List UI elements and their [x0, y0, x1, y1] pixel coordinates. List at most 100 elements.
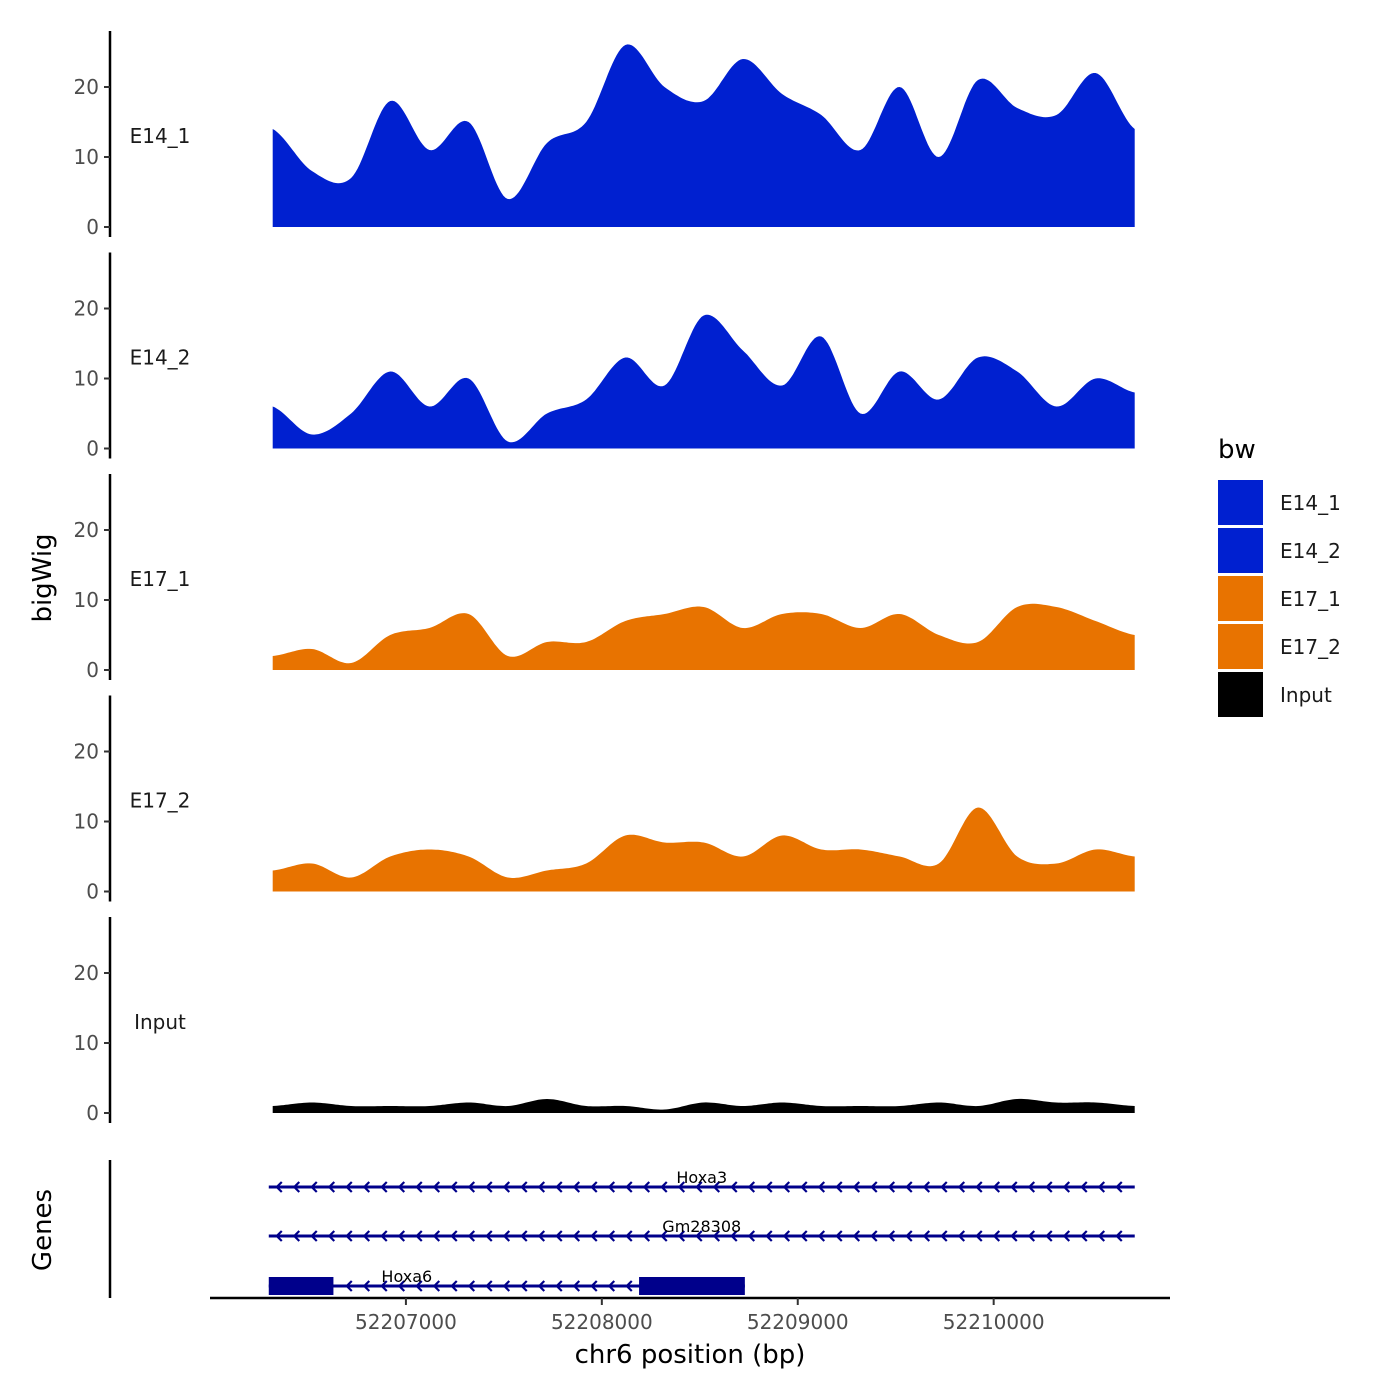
strand-arrow — [730, 1230, 738, 1242]
area-input — [272, 1098, 1135, 1113]
strand-arrow — [485, 1280, 493, 1292]
y-tick-label: 10 — [74, 810, 99, 834]
strand-arrow — [572, 1280, 581, 1292]
track-e14-2: 0 10 20 E14_2 — [74, 252, 1135, 461]
gene-label: Gm28308 — [662, 1217, 741, 1236]
legend-label-e14-2: E14_2 — [1280, 539, 1341, 563]
strand-arrow — [310, 1181, 318, 1193]
strand-arrow — [537, 1230, 546, 1242]
strand-arrow — [957, 1230, 966, 1242]
strand-arrow — [905, 1230, 913, 1242]
strand-arrow — [555, 1280, 563, 1292]
gene-gm28308: Gm28308 — [268, 1217, 1135, 1242]
y-tick-label: 20 — [74, 518, 99, 542]
area-e17-1 — [272, 603, 1135, 670]
strand-arrow — [1062, 1230, 1071, 1242]
strand-arrow — [467, 1181, 476, 1193]
track-label: E14_1 — [130, 124, 191, 148]
legend-title: bw — [1218, 435, 1256, 465]
strand-arrow — [1010, 1230, 1018, 1242]
strand-arrow — [415, 1280, 423, 1292]
legend-swatch-e14-2 — [1218, 528, 1263, 573]
strand-arrow — [695, 1181, 703, 1193]
gene-label: Hoxa3 — [676, 1168, 727, 1187]
strand-arrow — [1115, 1230, 1123, 1242]
exon — [268, 1277, 334, 1295]
strand-arrow — [380, 1181, 388, 1193]
strand-arrow — [292, 1181, 301, 1193]
y-tick-label: 10 — [74, 145, 99, 169]
y-tick-label: 10 — [74, 588, 99, 612]
strand-arrow — [362, 1230, 371, 1242]
strand-arrow — [1027, 1230, 1036, 1242]
strand-arrow — [1080, 1230, 1088, 1242]
strand-arrow — [765, 1181, 773, 1193]
strand-arrow — [992, 1230, 1001, 1242]
strand-arrow — [712, 1230, 721, 1242]
x-tick-label: 52208000 — [551, 1310, 653, 1334]
strand-arrow — [730, 1181, 738, 1193]
area-e17-2 — [272, 807, 1135, 892]
gene-hoxa6: Hoxa6 — [268, 1267, 745, 1295]
strand-arrow — [660, 1230, 668, 1242]
strand-arrow — [590, 1280, 598, 1292]
strand-arrow — [695, 1230, 703, 1242]
y-tick-label: 0 — [86, 658, 99, 682]
strand-arrow — [1027, 1181, 1036, 1193]
strand-arrow — [677, 1230, 686, 1242]
strand-arrow — [537, 1181, 546, 1193]
strand-arrow — [310, 1230, 318, 1242]
strand-arrow — [922, 1230, 931, 1242]
strand-arrow — [922, 1181, 931, 1193]
strand-arrow — [975, 1230, 983, 1242]
strand-arrow — [817, 1181, 826, 1193]
strand-arrow — [555, 1230, 563, 1242]
strand-arrow — [1062, 1181, 1071, 1193]
strand-arrow — [940, 1230, 948, 1242]
strand-arrow — [502, 1280, 511, 1292]
strand-arrow — [590, 1181, 598, 1193]
x-axis: 52207000 52208000 52209000 52210000 — [210, 1296, 1170, 1334]
strand-arrow — [397, 1181, 406, 1193]
strand-arrow — [765, 1230, 773, 1242]
strand-arrow — [327, 1230, 336, 1242]
strand-arrow — [502, 1181, 511, 1193]
strand-arrow — [327, 1181, 336, 1193]
strand-arrow — [800, 1181, 808, 1193]
y-tick-label: 10 — [74, 367, 99, 391]
y-axis-title: bigWig — [28, 533, 58, 622]
strand-arrow — [940, 1181, 948, 1193]
strand-arrow — [782, 1230, 791, 1242]
strand-arrow — [362, 1280, 371, 1292]
track-input: 0 10 20 Input — [74, 917, 1135, 1125]
coverage-tracks: 0 10 20 E14_1 0 10 20 E14_2 0 10 20 E17_1 0 10 20 E17_2… — [74, 31, 1135, 1125]
legend-label-input: Input — [1280, 683, 1332, 707]
strand-arrow — [450, 1181, 458, 1193]
strand-arrow — [625, 1280, 633, 1292]
strand-arrow — [485, 1181, 493, 1193]
y-tick-label: 20 — [74, 740, 99, 764]
strand-arrow — [572, 1230, 581, 1242]
strand-arrow — [520, 1280, 528, 1292]
track-e17-2: 0 10 20 E17_2 — [74, 695, 1135, 904]
strand-arrow — [660, 1181, 668, 1193]
strand-arrow — [380, 1230, 388, 1242]
strand-arrow — [345, 1230, 353, 1242]
strand-arrow — [292, 1230, 301, 1242]
strand-arrow — [800, 1230, 808, 1242]
strand-arrow — [607, 1230, 616, 1242]
y-tick-label: 20 — [74, 961, 99, 985]
strand-arrow — [975, 1181, 983, 1193]
y-tick-label: 0 — [86, 1101, 99, 1125]
strand-arrow — [1010, 1181, 1018, 1193]
track-e17-1: 0 10 20 E17_1 — [74, 474, 1135, 682]
strand-arrow — [432, 1230, 441, 1242]
strand-arrow — [712, 1181, 721, 1193]
legend-label-e17-1: E17_1 — [1280, 587, 1341, 611]
strand-arrow — [817, 1230, 826, 1242]
legend-label-e17-2: E17_2 — [1280, 635, 1341, 659]
strand-arrow — [887, 1230, 896, 1242]
strand-arrow — [345, 1181, 353, 1193]
track-e14-1: 0 10 20 E14_1 — [74, 31, 1135, 239]
